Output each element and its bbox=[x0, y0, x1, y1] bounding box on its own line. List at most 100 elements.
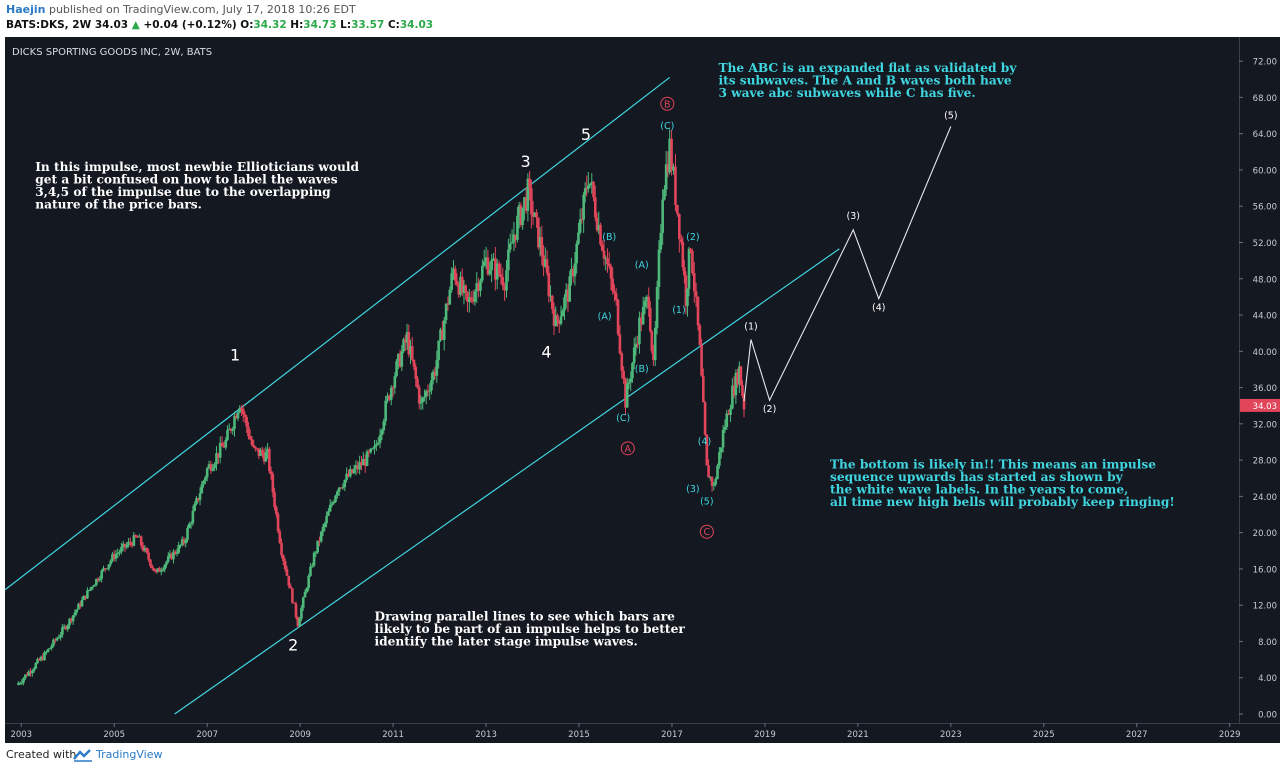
candle-body bbox=[604, 257, 608, 259]
candle-body bbox=[439, 329, 442, 341]
candle-body bbox=[450, 273, 453, 290]
candle-body bbox=[36, 659, 39, 664]
candle-body bbox=[243, 414, 247, 418]
candle-body bbox=[618, 334, 622, 354]
candle-body bbox=[687, 248, 691, 289]
tradingview-logo-icon[interactable] bbox=[73, 748, 93, 767]
time-tick-label: 2003 bbox=[10, 730, 32, 740]
candle-body bbox=[716, 465, 719, 479]
candle-body bbox=[64, 626, 68, 630]
candle-body bbox=[127, 541, 130, 546]
candle-body bbox=[78, 603, 82, 607]
candle-body bbox=[41, 656, 45, 660]
price-tick-label: 44.00 bbox=[1253, 312, 1277, 322]
candle-body bbox=[362, 459, 365, 466]
annotation-text-line: sequence upwards has started as shown by bbox=[830, 470, 1124, 484]
candle-body bbox=[389, 387, 393, 400]
time-tick-label: 2013 bbox=[475, 730, 497, 740]
candle-body bbox=[375, 444, 378, 446]
candle-body bbox=[280, 542, 283, 556]
price-tick-label: 60.00 bbox=[1253, 166, 1277, 176]
price-axis-scale[interactable]: 0.00 4.00 8.00 12.00 16.00 20.00 24.00 28.00 32.… bbox=[1239, 37, 1280, 723]
candle-body bbox=[151, 566, 154, 569]
candle-body bbox=[545, 259, 549, 273]
candle-body bbox=[663, 189, 666, 200]
candle-body bbox=[698, 325, 702, 345]
price-axis[interactable]: 0.00 4.00 8.00 12.00 16.00 20.00 24.00 28.00 32.… bbox=[1239, 37, 1280, 723]
annotation-text-line: The bottom is likely in!! This means an … bbox=[830, 457, 1156, 471]
up-arrow-icon: ▲ bbox=[131, 19, 140, 31]
candle-body bbox=[575, 243, 578, 264]
candle-body bbox=[55, 638, 59, 641]
candle-body bbox=[371, 448, 374, 450]
candle-body bbox=[648, 308, 652, 332]
candle-body bbox=[17, 683, 20, 685]
wave-label-minor: (B) bbox=[602, 232, 616, 243]
wave-label-primary: 2 bbox=[288, 636, 298, 655]
annotation-text-line: get a bit confused on how to label the w… bbox=[35, 172, 338, 186]
candle-body bbox=[20, 682, 24, 684]
tradingview-link[interactable]: TradingView bbox=[96, 748, 163, 761]
time-tick-label: 2007 bbox=[196, 730, 218, 740]
candle-body bbox=[77, 603, 80, 610]
candle-body bbox=[307, 576, 310, 589]
candle-body bbox=[683, 267, 686, 276]
candle-body bbox=[524, 197, 528, 211]
wave-label-minor: (1) bbox=[672, 305, 685, 316]
candle-body bbox=[50, 645, 53, 649]
low-label: L: bbox=[340, 19, 352, 31]
candle-body bbox=[365, 451, 369, 466]
candle-body bbox=[729, 408, 732, 416]
time-tick-label: 2009 bbox=[289, 730, 311, 740]
candle-body bbox=[501, 276, 505, 286]
candle-body bbox=[731, 385, 734, 409]
candle-body bbox=[568, 276, 572, 302]
candle-body bbox=[542, 255, 545, 267]
candle-body bbox=[100, 570, 104, 579]
time-axis-scale[interactable]: 2003 2005 2007 2009 2011 2013 2015 2017 2019 2021… bbox=[5, 723, 1280, 743]
candle-body bbox=[39, 656, 43, 661]
candle-body bbox=[211, 468, 215, 471]
author-link[interactable]: Haejin bbox=[6, 3, 46, 16]
candle-body bbox=[441, 329, 444, 340]
candle-body bbox=[312, 552, 316, 566]
candle-body bbox=[409, 346, 412, 355]
candle-body bbox=[666, 164, 670, 173]
candle-body bbox=[653, 327, 657, 361]
open-value: 34.32 bbox=[253, 19, 287, 31]
candle-body bbox=[595, 217, 599, 231]
candle-body bbox=[161, 569, 165, 571]
price-tick-label: 64.00 bbox=[1253, 130, 1277, 140]
wave-label-circle: B bbox=[664, 99, 671, 110]
price-chart[interactable]: DICKS SPORTING GOODS INC, 2W, BATS 1 2 3 4 5… bbox=[4, 37, 1239, 723]
candle-body bbox=[585, 187, 589, 190]
candle-body bbox=[328, 504, 332, 512]
wave-label-primary: 5 bbox=[581, 125, 591, 144]
candle-body bbox=[590, 181, 594, 184]
wave-label-circle: A bbox=[625, 444, 632, 455]
candle-body bbox=[516, 215, 519, 240]
candle-body bbox=[262, 453, 266, 462]
candle-body bbox=[452, 268, 455, 274]
annotation-text-line: its subwaves. The A and B waves both hav… bbox=[718, 74, 1011, 88]
candle-body bbox=[86, 590, 89, 599]
candle-body bbox=[215, 453, 218, 465]
candle-body bbox=[540, 237, 544, 256]
time-tick-label: 2027 bbox=[1126, 730, 1148, 740]
candle-body bbox=[53, 639, 57, 641]
chart-area[interactable]: DICKS SPORTING GOODS INC, 2W, BATS 1 2 3 4 5… bbox=[4, 37, 1239, 723]
candle-body bbox=[538, 237, 542, 248]
candle-body bbox=[339, 487, 343, 489]
candle-body bbox=[282, 555, 285, 562]
time-axis[interactable]: 2003 2005 2007 2009 2011 2013 2015 2017 2019 2021… bbox=[5, 723, 1280, 743]
candle-body bbox=[321, 527, 325, 532]
candle-body bbox=[495, 263, 499, 280]
candle-body bbox=[191, 510, 195, 524]
candle-body bbox=[347, 473, 350, 477]
candle-body bbox=[455, 280, 459, 285]
wave-label-minor: (B) bbox=[635, 364, 649, 375]
candle-body bbox=[505, 270, 508, 291]
candle-body bbox=[624, 379, 627, 408]
candle-body bbox=[638, 317, 641, 345]
candle-body bbox=[149, 559, 152, 567]
